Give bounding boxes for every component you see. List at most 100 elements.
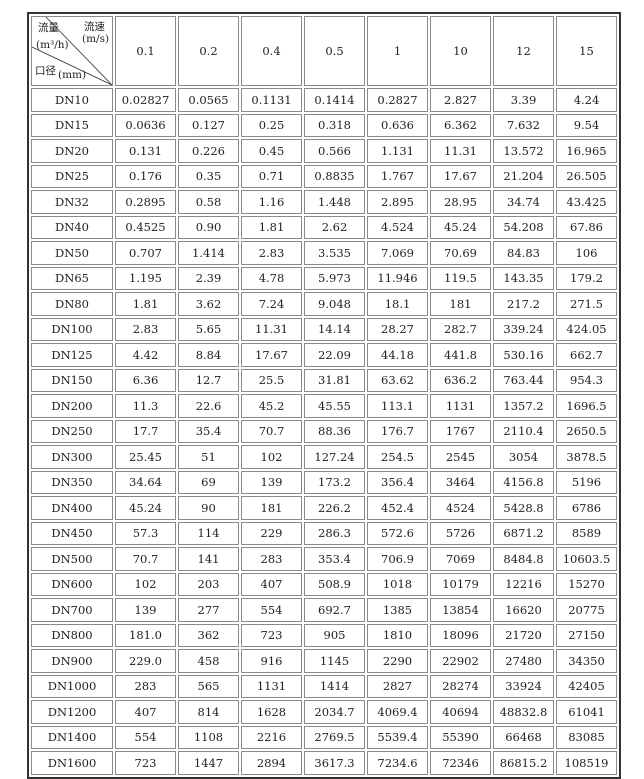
diameter-cell: DN1600: [31, 751, 113, 775]
flow-value-cell: 7.24: [241, 292, 302, 316]
flow-value-cell: 55390: [430, 725, 491, 749]
flow-value-cell: 0.1131: [241, 88, 302, 112]
flow-value-cell: 18096: [430, 623, 491, 647]
flow-value-cell: 1.414: [178, 241, 239, 265]
flow-value-cell: 3.39: [493, 88, 554, 112]
flow-value-cell: 4.78: [241, 266, 302, 290]
flow-unit: (m³/h): [36, 39, 69, 51]
flow-value-cell: 0.25: [241, 113, 302, 137]
flow-value-cell: 173.2: [304, 470, 365, 494]
flow-value-cell: 254.5: [367, 445, 428, 469]
flow-value-cell: 28274: [430, 674, 491, 698]
flow-value-cell: 35.4: [178, 419, 239, 443]
flow-value-cell: 905: [304, 623, 365, 647]
diameter-cell: DN1000: [31, 674, 113, 698]
flow-value-cell: 127.24: [304, 445, 365, 469]
flow-value-cell: 28.27: [367, 317, 428, 341]
flow-value-cell: 28.95: [430, 190, 491, 214]
flow-value-cell: 0.2827: [367, 88, 428, 112]
flow-value-cell: 5539.4: [367, 725, 428, 749]
flow-value-cell: 2827: [367, 674, 428, 698]
diameter-cell: DN400: [31, 496, 113, 520]
flow-value-cell: 27150: [556, 623, 617, 647]
flow-value-cell: 1.131: [367, 139, 428, 163]
flow-value-cell: 66468: [493, 725, 554, 749]
table-row: DN40 0.4525 0.90 1.81 2.62 4.524 45.24 54.208 67…: [31, 215, 617, 239]
flow-value-cell: 0.176: [115, 164, 176, 188]
diameter-label: 口径: [35, 65, 56, 77]
flow-value-cell: 0.45: [241, 139, 302, 163]
table-row: DN80 1.81 3.62 7.24 9.048 18.1 181 217.2 271.5: [31, 292, 617, 316]
flow-value-cell: 2650.5: [556, 419, 617, 443]
flow-value-cell: 0.90: [178, 215, 239, 239]
flow-value-cell: 2894: [241, 751, 302, 775]
diameter-cell: DN32: [31, 190, 113, 214]
flow-value-cell: 43.425: [556, 190, 617, 214]
table-row: DN450 57.3 114 229 286.3 572.6 5726 6871.2 8589: [31, 521, 617, 545]
flow-value-cell: 84.83: [493, 241, 554, 265]
flow-value-cell: 1696.5: [556, 394, 617, 418]
flow-value-cell: 763.44: [493, 368, 554, 392]
flow-value-cell: 45.55: [304, 394, 365, 418]
flow-value-cell: 954.3: [556, 368, 617, 392]
flow-value-cell: 0.8835: [304, 164, 365, 188]
flow-value-cell: 2110.4: [493, 419, 554, 443]
flow-value-cell: 0.566: [304, 139, 365, 163]
diameter-cell: DN900: [31, 649, 113, 673]
flow-value-cell: 16.965: [556, 139, 617, 163]
diameter-cell: DN25: [31, 164, 113, 188]
flow-value-cell: 25.45: [115, 445, 176, 469]
diameter-cell: DN15: [31, 113, 113, 137]
flow-value-cell: 572.6: [367, 521, 428, 545]
flow-value-cell: 0.1414: [304, 88, 365, 112]
flow-value-cell: 83085: [556, 725, 617, 749]
velocity-header-cell: 0.4: [241, 16, 302, 86]
flow-value-cell: 3464: [430, 470, 491, 494]
flow-value-cell: 4156.8: [493, 470, 554, 494]
flow-value-cell: 7069: [430, 547, 491, 571]
flow-value-cell: 2.827: [430, 88, 491, 112]
flow-value-cell: 362: [178, 623, 239, 647]
flow-value-cell: 441.8: [430, 343, 491, 367]
table-row: DN200 11.3 22.6 45.2 45.55 113.1 1131 1357.2 169…: [31, 394, 617, 418]
table-row: DN10 0.02827 0.0565 0.1131 0.1414 0.2827 2.827…: [31, 88, 617, 112]
header-row: 流量 (m³/h) 流速 (m/s) 口径 (mm) 0.1 0.2 0.4 0.5 1…: [31, 16, 617, 86]
flow-value-cell: 5.65: [178, 317, 239, 341]
flow-value-cell: 1385: [367, 598, 428, 622]
flow-value-cell: 554: [115, 725, 176, 749]
flow-value-cell: 1145: [304, 649, 365, 673]
flow-value-cell: 0.71: [241, 164, 302, 188]
flow-value-cell: 45.2: [241, 394, 302, 418]
flow-value-cell: 217.2: [493, 292, 554, 316]
diameter-cell: DN150: [31, 368, 113, 392]
flow-value-cell: 143.35: [493, 266, 554, 290]
flow-value-cell: 339.24: [493, 317, 554, 341]
flow-value-cell: 0.02827: [115, 88, 176, 112]
flow-value-cell: 114: [178, 521, 239, 545]
flow-value-cell: 0.127: [178, 113, 239, 137]
flow-value-cell: 4524: [430, 496, 491, 520]
flow-value-cell: 1.195: [115, 266, 176, 290]
table-row: DN15 0.0636 0.127 0.25 0.318 0.636 6.362 7.632 9…: [31, 113, 617, 137]
flow-value-cell: 723: [115, 751, 176, 775]
flow-value-cell: 424.05: [556, 317, 617, 341]
flow-value-cell: 282.7: [430, 317, 491, 341]
flow-value-cell: 226.2: [304, 496, 365, 520]
flow-value-cell: 88.36: [304, 419, 365, 443]
flow-value-cell: 44.18: [367, 343, 428, 367]
flow-value-cell: 0.58: [178, 190, 239, 214]
flow-value-cell: 17.67: [430, 164, 491, 188]
diameter-cell: DN20: [31, 139, 113, 163]
flow-value-cell: 48832.8: [493, 700, 554, 724]
flow-value-cell: 1131: [430, 394, 491, 418]
diameter-cell: DN800: [31, 623, 113, 647]
flow-value-cell: 706.9: [367, 547, 428, 571]
flow-value-cell: 2545: [430, 445, 491, 469]
flow-value-cell: 21720: [493, 623, 554, 647]
flow-value-cell: 407: [241, 572, 302, 596]
flow-value-cell: 22902: [430, 649, 491, 673]
flow-value-cell: 8589: [556, 521, 617, 545]
flow-value-cell: 54.208: [493, 215, 554, 239]
flow-value-cell: 8484.8: [493, 547, 554, 571]
table-row: DN1000 283 565 1131 1414 2827 28274 33924 42405: [31, 674, 617, 698]
